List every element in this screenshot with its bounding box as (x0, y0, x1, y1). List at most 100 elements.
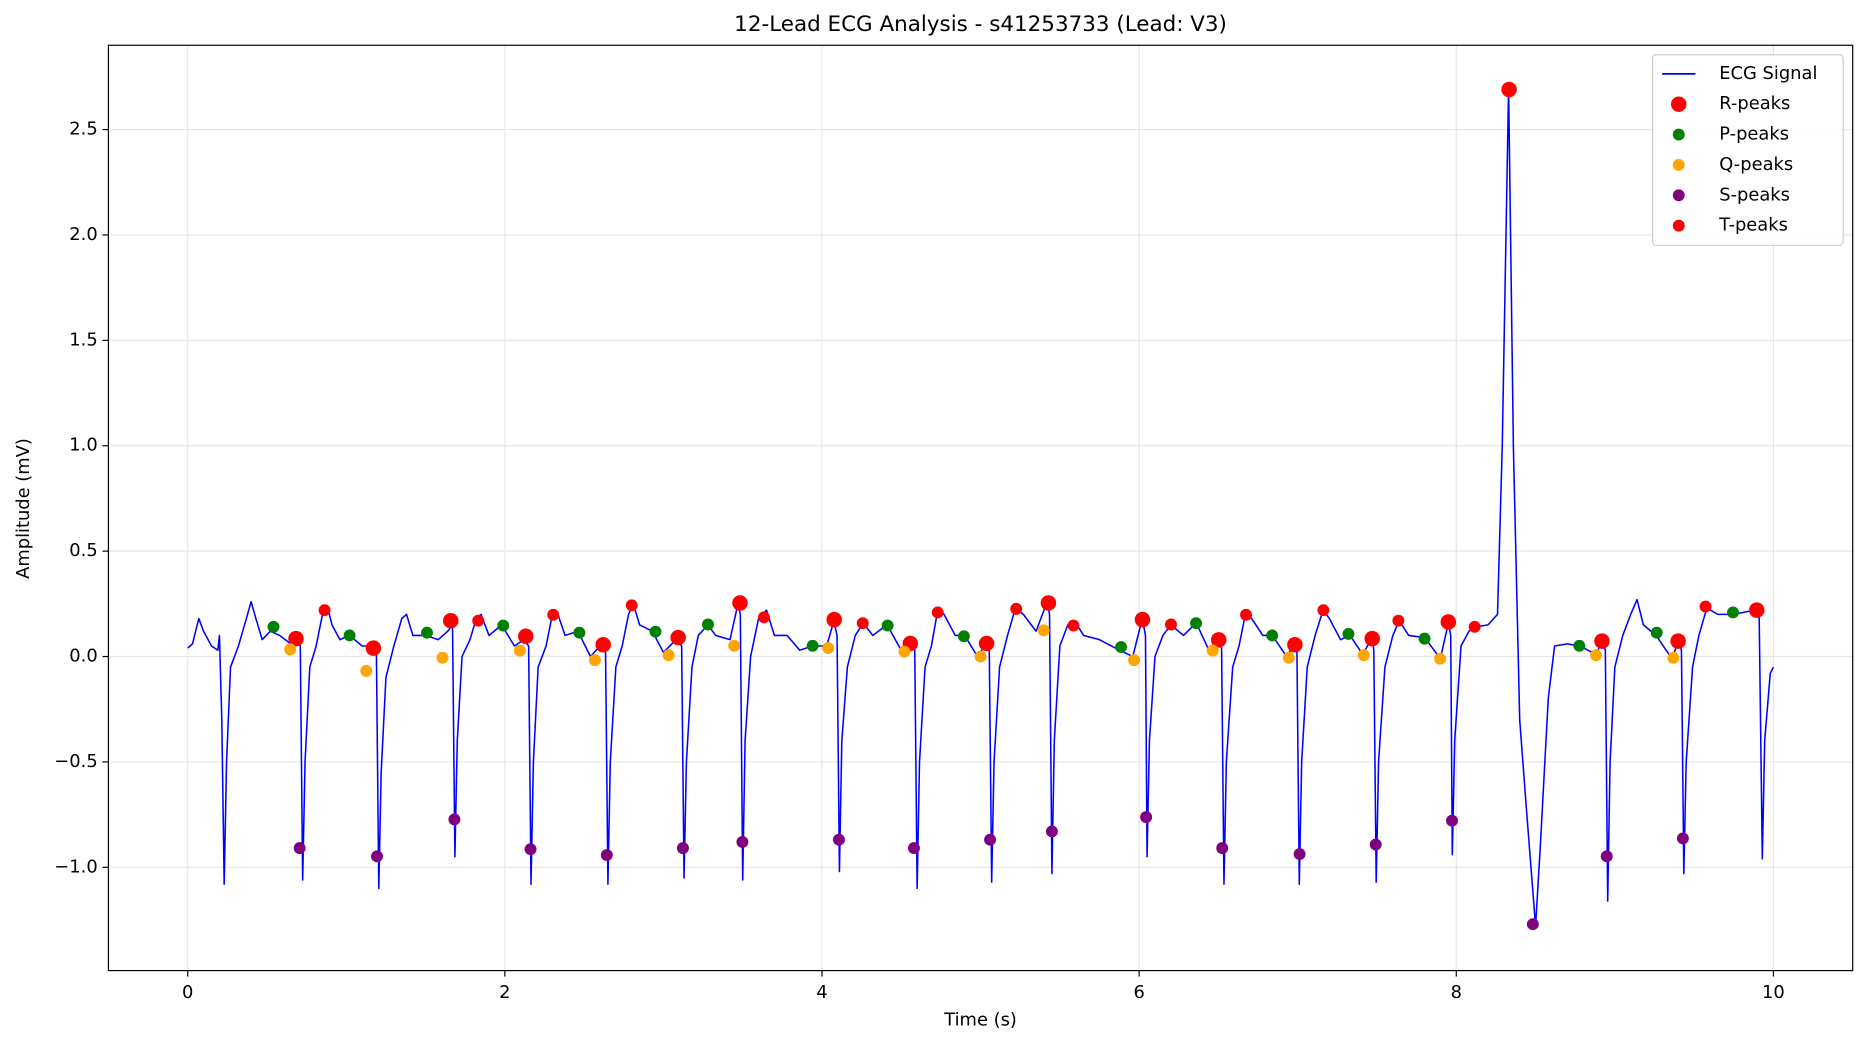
peak-marker (757, 611, 770, 624)
peak-marker (732, 595, 748, 611)
peak-marker (443, 612, 459, 629)
legend-swatch (1672, 219, 1685, 232)
y-tick-label: 2.5 (69, 119, 97, 140)
legend-label: ECG Signal (1719, 63, 1817, 84)
peak-marker (421, 626, 433, 639)
peak-marker (1526, 918, 1539, 931)
peak-marker (649, 625, 662, 638)
peak-marker (1670, 633, 1686, 649)
y-tick-label: −1.0 (54, 856, 97, 877)
peak-marker (1206, 644, 1219, 657)
y-tick-label: 0.0 (69, 646, 97, 667)
peak-marker (1010, 602, 1023, 615)
peak-marker (1594, 633, 1610, 649)
peak-marker (1216, 842, 1229, 855)
peak-marker (1045, 825, 1058, 838)
legend-swatch (1671, 96, 1687, 112)
peak-marker (1240, 608, 1252, 621)
peak-marker (1418, 632, 1431, 645)
peak-marker (826, 611, 842, 628)
peak-marker (702, 618, 714, 631)
peak-marker (497, 619, 510, 632)
peak-marker (1573, 639, 1586, 652)
peak-marker (1590, 649, 1602, 662)
legend-swatch (1672, 128, 1685, 141)
legend-label: S-peaks (1719, 184, 1790, 205)
x-tick-label: 10 (1762, 982, 1785, 1003)
peak-marker (1140, 811, 1153, 824)
legend-label: R-peaks (1719, 93, 1790, 114)
plot-frame (107, 44, 1854, 972)
chart-title: 12-Lead ECG Analysis - s41253733 (Lead: … (734, 12, 1227, 37)
peak-marker (1342, 628, 1355, 640)
peak-marker (1282, 651, 1295, 664)
y-tick-label: −0.5 (54, 751, 97, 772)
peak-marker (856, 617, 869, 630)
peak-marker (1600, 850, 1613, 863)
x-tick-label: 2 (499, 982, 510, 1003)
x-tick-label: 8 (1451, 982, 1462, 1003)
peak-marker (957, 630, 970, 643)
peak-marker (365, 640, 382, 656)
y-tick-label: 1.5 (69, 329, 97, 350)
peak-marker (524, 843, 537, 856)
peak-marker (1134, 611, 1151, 628)
legend-swatch (1672, 189, 1685, 202)
peak-marker (1650, 626, 1663, 639)
peak-marker (1293, 848, 1306, 860)
x-axis-label: Time (s) (943, 1010, 1017, 1031)
peak-marker (822, 642, 835, 655)
peak-marker (728, 639, 741, 652)
peak-marker (908, 842, 920, 855)
peak-marker (573, 626, 586, 639)
peak-marker (595, 636, 611, 653)
peak-marker (288, 630, 304, 647)
peak-marker (1392, 614, 1405, 627)
peak-marker (600, 849, 613, 862)
peak-marker (806, 639, 819, 652)
legend-label: Q-peaks (1719, 154, 1793, 175)
peak-marker (547, 608, 560, 621)
peak-marker (1364, 630, 1380, 647)
plot-area (187, 81, 1775, 931)
peak-marker (931, 606, 944, 619)
peak-marker (371, 850, 383, 863)
peak-marker (284, 643, 297, 656)
legend-label: P-peaks (1719, 124, 1789, 145)
legend-label: T-peaks (1718, 215, 1788, 236)
peak-marker (436, 651, 449, 664)
peak-marker (1676, 832, 1689, 845)
y-tick-label: 2.0 (69, 224, 97, 245)
peak-marker (1667, 651, 1680, 664)
peak-marker (1190, 617, 1203, 630)
peak-marker (881, 619, 894, 632)
peak-marker (343, 629, 356, 642)
peak-marker (1287, 636, 1303, 653)
peak-marker (670, 629, 686, 646)
peak-marker (625, 599, 638, 612)
peak-marker (1115, 641, 1128, 653)
y-tick-label: 0.5 (69, 540, 97, 561)
peak-marker (978, 635, 995, 652)
peak-marker (293, 842, 306, 855)
y-axis-label: Amplitude (mV) (13, 438, 34, 579)
peak-marker (1440, 614, 1457, 630)
peak-marker (974, 650, 987, 663)
peak-marker (1446, 814, 1458, 827)
peak-marker (1040, 595, 1057, 611)
x-tick-label: 0 (182, 982, 193, 1003)
peak-marker (518, 628, 534, 645)
peak-marker (448, 813, 461, 826)
peak-marker (898, 645, 911, 658)
peak-marker (1210, 632, 1227, 648)
x-tick-label: 4 (816, 982, 827, 1003)
peak-marker (984, 833, 997, 846)
peak-marker (1749, 602, 1765, 618)
legend-box (1651, 54, 1844, 246)
peak-marker (1037, 624, 1050, 637)
legend: ECG Signal R-peaks P-peaks Q-peaks S-peaks T-… (1651, 54, 1844, 246)
peak-marker (318, 604, 331, 617)
peak-marker (472, 614, 485, 627)
peak-marker (833, 833, 845, 846)
